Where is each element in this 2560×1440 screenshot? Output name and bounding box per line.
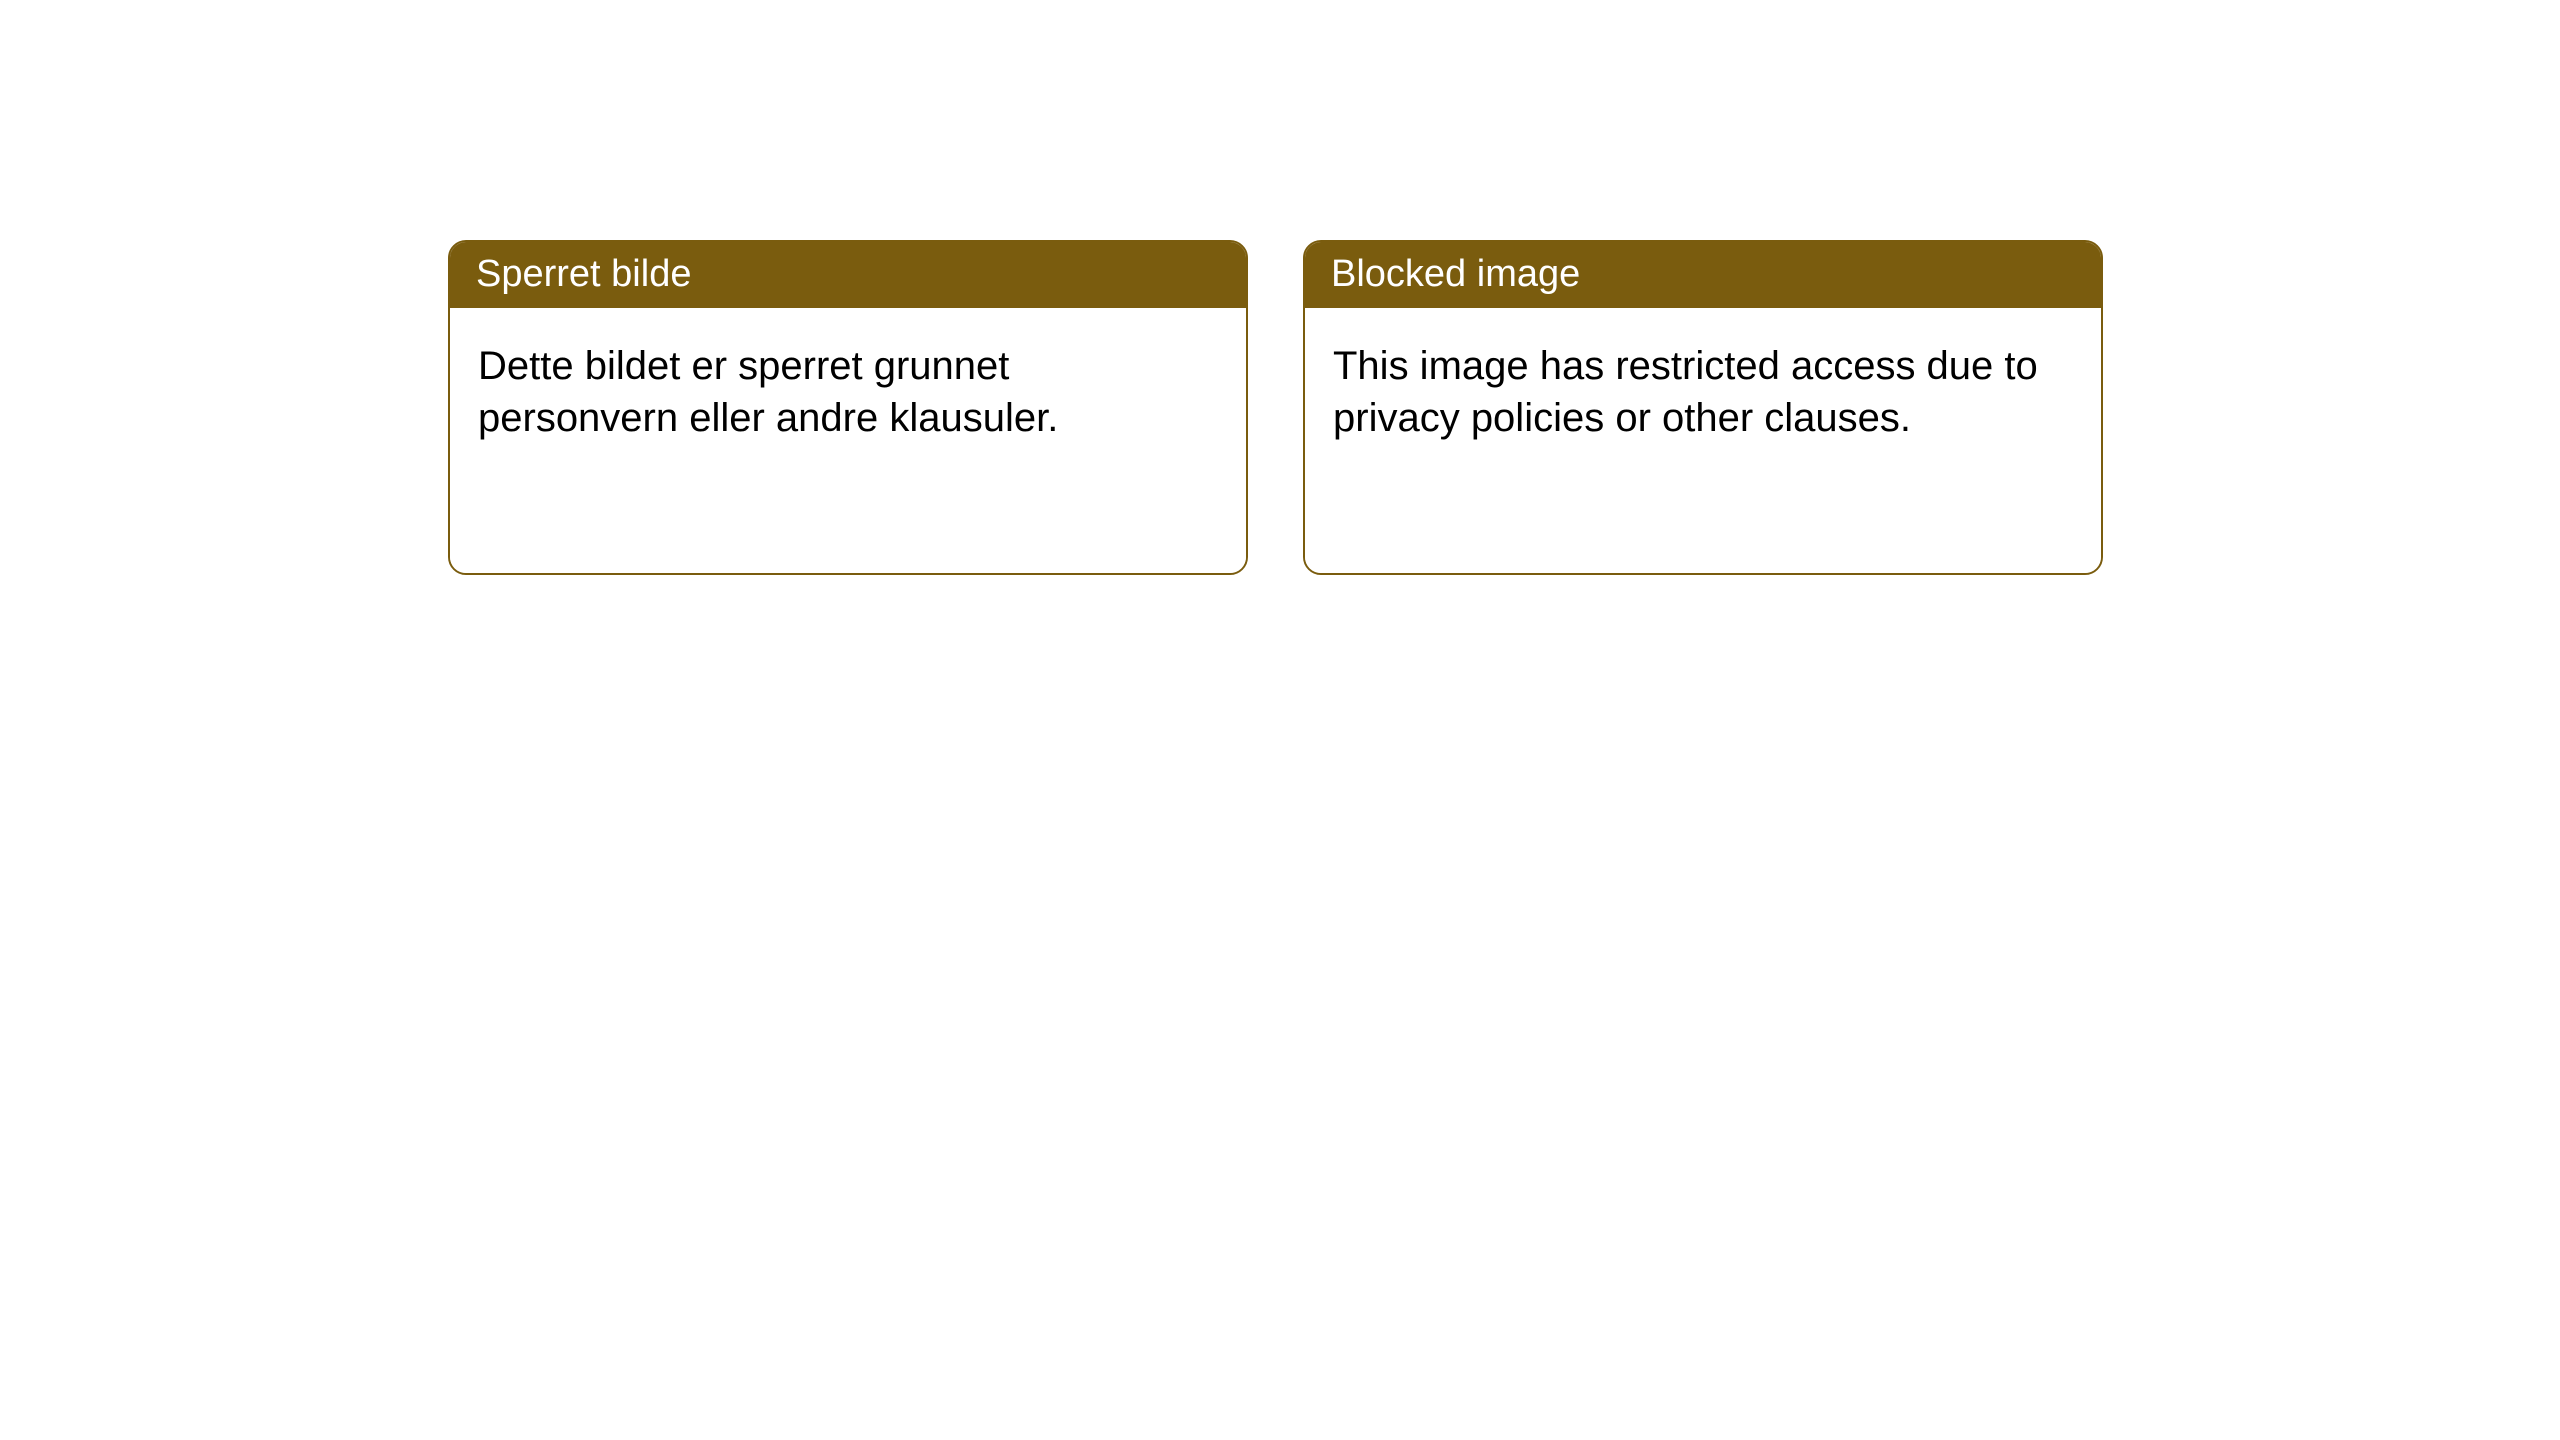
notice-cards-container: Sperret bilde Dette bildet er sperret gr… xyxy=(448,240,2103,575)
notice-card-norwegian: Sperret bilde Dette bildet er sperret gr… xyxy=(448,240,1248,575)
card-header-title: Sperret bilde xyxy=(450,242,1246,308)
card-body-text: Dette bildet er sperret grunnet personve… xyxy=(450,308,1246,573)
notice-card-english: Blocked image This image has restricted … xyxy=(1303,240,2103,575)
card-header-title: Blocked image xyxy=(1305,242,2101,308)
card-body-text: This image has restricted access due to … xyxy=(1305,308,2101,573)
